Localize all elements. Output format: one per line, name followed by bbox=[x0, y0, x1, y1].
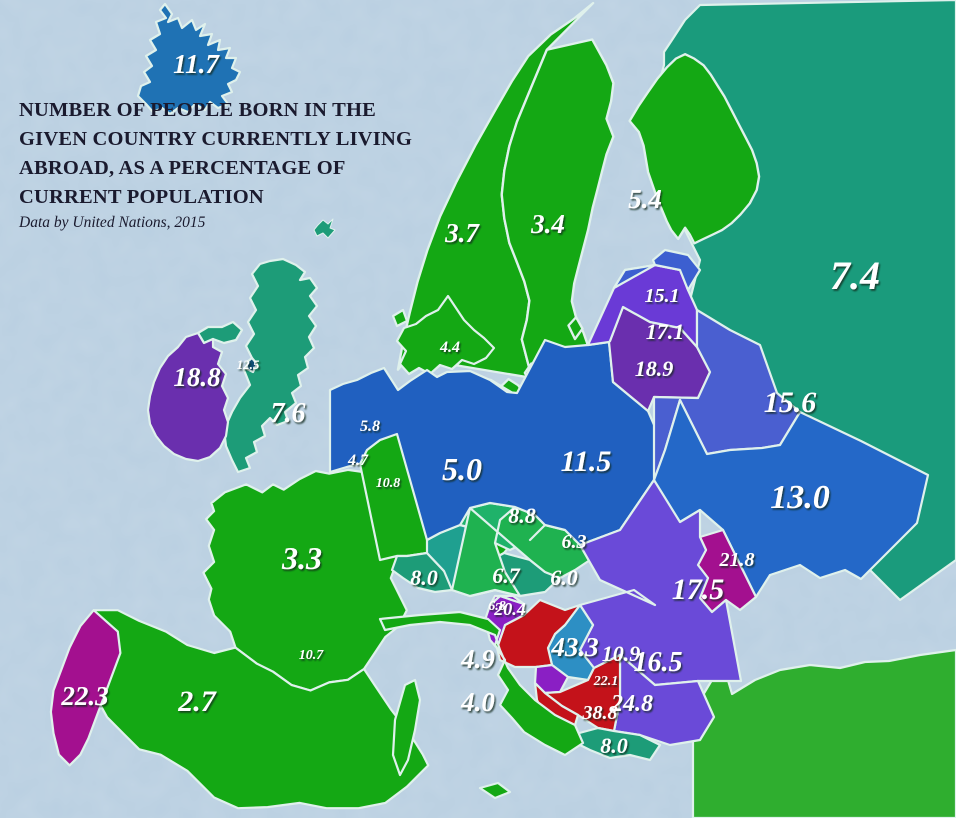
svg-text:22.3: 22.3 bbox=[60, 681, 108, 711]
svg-text:6.3: 6.3 bbox=[562, 531, 587, 553]
svg-text:17.5: 17.5 bbox=[672, 573, 725, 606]
svg-text:10.7: 10.7 bbox=[299, 648, 325, 663]
svg-text:8.8: 8.8 bbox=[508, 503, 536, 528]
svg-text:15.1: 15.1 bbox=[645, 285, 680, 307]
svg-text:10.8: 10.8 bbox=[376, 476, 401, 491]
svg-text:43.3: 43.3 bbox=[550, 632, 598, 662]
svg-text:4.4: 4.4 bbox=[439, 339, 460, 356]
svg-text:4.0: 4.0 bbox=[460, 687, 495, 717]
svg-text:GIVEN COUNTRY CURRENTLY LIVING: GIVEN COUNTRY CURRENTLY LIVING bbox=[19, 128, 412, 150]
svg-text:6.0: 6.0 bbox=[550, 565, 578, 590]
svg-text:8.0: 8.0 bbox=[600, 733, 628, 758]
svg-text:4.9: 4.9 bbox=[460, 644, 495, 674]
svg-text:5.4: 5.4 bbox=[628, 184, 662, 214]
svg-text:7.6: 7.6 bbox=[271, 398, 306, 429]
svg-text:3.3: 3.3 bbox=[281, 540, 322, 576]
svg-text:5.8: 5.8 bbox=[360, 418, 380, 435]
svg-text:6.7: 6.7 bbox=[492, 563, 521, 588]
svg-text:NUMBER OF PEOPLE BORN IN THE: NUMBER OF PEOPLE BORN IN THE bbox=[19, 99, 376, 121]
svg-text:ABROAD, AS A PERCENTAGE OF: ABROAD, AS A PERCENTAGE OF bbox=[19, 157, 346, 179]
svg-text:13.0: 13.0 bbox=[770, 479, 830, 516]
svg-text:16.5: 16.5 bbox=[634, 647, 683, 678]
svg-text:8.0: 8.0 bbox=[410, 565, 438, 590]
svg-text:11.5: 11.5 bbox=[561, 445, 612, 478]
svg-text:11.7: 11.7 bbox=[173, 49, 220, 79]
svg-text:2.7: 2.7 bbox=[177, 685, 217, 718]
svg-text:3.7: 3.7 bbox=[444, 218, 480, 248]
svg-text:Data by United Nations, 2015: Data by United Nations, 2015 bbox=[18, 214, 206, 231]
svg-text:38.8: 38.8 bbox=[582, 702, 618, 724]
svg-text:CURRENT POPULATION: CURRENT POPULATION bbox=[19, 186, 264, 208]
svg-text:18.9: 18.9 bbox=[635, 356, 674, 381]
svg-text:15.6: 15.6 bbox=[764, 386, 817, 419]
svg-text:20.4: 20.4 bbox=[493, 599, 526, 619]
svg-text:17.1: 17.1 bbox=[646, 319, 685, 344]
svg-text:12.5: 12.5 bbox=[237, 357, 260, 372]
svg-text:21.8: 21.8 bbox=[719, 549, 755, 571]
svg-text:18.8: 18.8 bbox=[173, 362, 221, 392]
svg-text:3.4: 3.4 bbox=[530, 209, 565, 239]
svg-text:4.7: 4.7 bbox=[347, 452, 369, 469]
svg-text:5.0: 5.0 bbox=[442, 451, 482, 487]
svg-text:10.9: 10.9 bbox=[602, 641, 641, 666]
svg-text:7.4: 7.4 bbox=[830, 253, 880, 298]
svg-text:22.1: 22.1 bbox=[593, 674, 619, 689]
